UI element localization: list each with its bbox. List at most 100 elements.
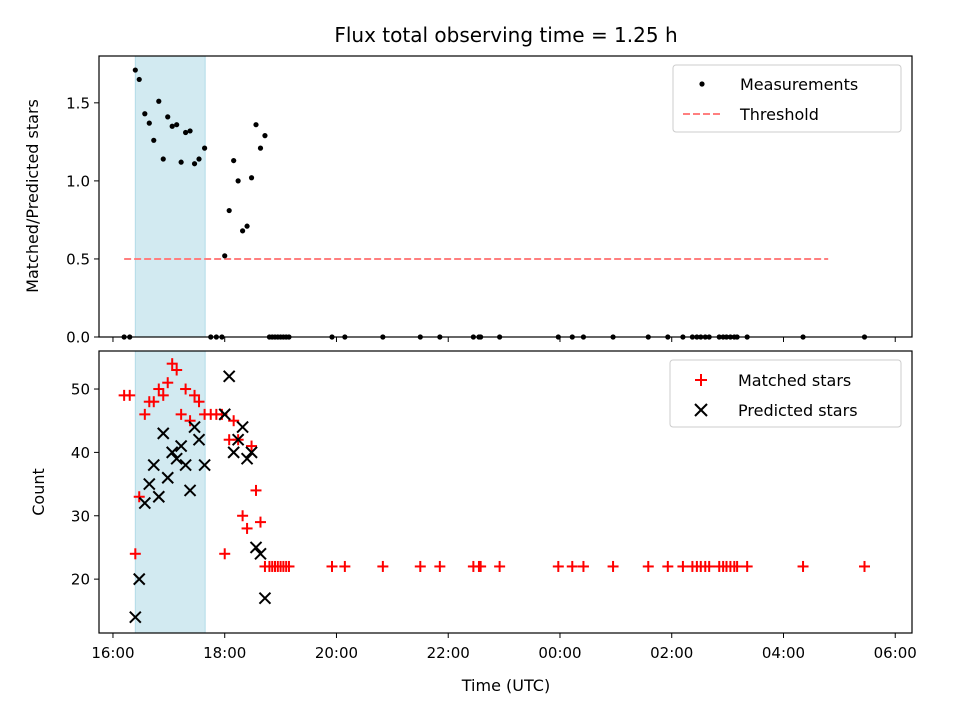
predicted-point bbox=[170, 452, 183, 465]
predicted-point-b bbox=[192, 433, 206, 446]
matched-point bbox=[171, 364, 183, 376]
matched-point bbox=[157, 389, 169, 401]
measurement-point bbox=[231, 157, 237, 164]
predicted-point-b bbox=[143, 477, 156, 491]
matched-point bbox=[124, 389, 136, 401]
matched-point bbox=[677, 560, 689, 572]
matched-point bbox=[859, 560, 871, 572]
predicted-point-b bbox=[231, 433, 245, 446]
bottom-legend-box bbox=[669, 359, 902, 428]
predicted-point bbox=[240, 452, 254, 465]
measurement-point bbox=[132, 67, 138, 73]
top-ytick-label: 1.5 bbox=[66, 94, 90, 112]
measurement-point bbox=[235, 178, 241, 184]
matched-point bbox=[180, 383, 192, 395]
predicted-point bbox=[218, 408, 231, 421]
predicted-point-b bbox=[161, 471, 174, 484]
matched-point bbox=[254, 516, 266, 528]
matched-point bbox=[414, 560, 426, 572]
predicted-point bbox=[179, 458, 192, 472]
bottom-panel: 20 30 40 50 16:00 18:00 20:00 22:00 00:00 02:00 04… bbox=[71, 350, 917, 662]
measurement-point bbox=[156, 98, 162, 104]
matched-point bbox=[377, 560, 389, 572]
predicted-point-b bbox=[258, 591, 272, 605]
legend-predicted-marker bbox=[694, 403, 708, 417]
predicted-point-b bbox=[179, 458, 192, 472]
predicted-point bbox=[147, 458, 160, 472]
measurement-point bbox=[248, 175, 255, 181]
bottom-legend: Matched stars Predicted stars bbox=[669, 359, 902, 428]
matched-point bbox=[703, 560, 715, 572]
predicted-point-b bbox=[188, 420, 201, 434]
legend-measurements-marker bbox=[699, 81, 705, 87]
predicted-point bbox=[183, 484, 197, 497]
matched-point bbox=[797, 560, 809, 572]
top-ytick-label: 0.0 bbox=[66, 329, 90, 347]
predicted-point bbox=[227, 446, 240, 459]
measurement-point bbox=[222, 253, 228, 259]
predicted-point bbox=[174, 439, 188, 453]
xtick-label: 04:00 bbox=[762, 644, 805, 662]
top-ytick-label: 0.5 bbox=[66, 250, 90, 268]
measurement-point bbox=[174, 122, 180, 128]
legend-threshold-label: Threshold bbox=[739, 105, 819, 124]
bottom-ylabel: Count bbox=[29, 468, 48, 516]
matched-point bbox=[642, 560, 654, 572]
predicted-point-b bbox=[222, 370, 236, 383]
predicted-point-b bbox=[165, 446, 179, 459]
legend-matched-marker bbox=[695, 374, 707, 386]
predicted-point-b bbox=[138, 496, 152, 510]
measurement-point bbox=[257, 145, 264, 151]
measurement-point bbox=[142, 111, 148, 117]
matched-point bbox=[162, 377, 174, 389]
predicted-point-b bbox=[133, 572, 146, 586]
predicted-point-b bbox=[249, 541, 263, 554]
predicted-point-b bbox=[183, 484, 197, 497]
xtick-label: 20:00 bbox=[315, 644, 358, 662]
predicted-point bbox=[236, 420, 249, 434]
measurement-point bbox=[191, 161, 198, 167]
matched-point bbox=[566, 560, 578, 572]
xtick-label: 16:00 bbox=[91, 644, 134, 662]
top-shaded-interval bbox=[134, 55, 206, 338]
bottom-ytick-label: 30 bbox=[71, 507, 90, 525]
legend-matched-label: Matched stars bbox=[738, 371, 851, 390]
predicted-point bbox=[188, 420, 201, 434]
measurement-point bbox=[136, 76, 142, 83]
matched-point bbox=[607, 560, 619, 572]
matched-point bbox=[139, 408, 151, 420]
predicted-point-b bbox=[254, 547, 267, 560]
legend-predicted-label: Predicted stars bbox=[738, 401, 858, 420]
measurement-point bbox=[187, 128, 193, 134]
legend-measurements-label: Measurements bbox=[740, 75, 858, 94]
xtick-label: 22:00 bbox=[427, 644, 470, 662]
matched-point bbox=[193, 396, 205, 408]
xtick-label: 06:00 bbox=[874, 644, 917, 662]
measurement-point bbox=[244, 223, 250, 229]
predicted-point bbox=[245, 446, 258, 459]
measurement-point bbox=[226, 207, 232, 214]
measurement-point bbox=[202, 145, 208, 151]
top-axes-frame bbox=[98, 55, 913, 338]
predicted-point-b bbox=[170, 452, 183, 465]
xtick-label: 00:00 bbox=[538, 644, 581, 662]
matched-point bbox=[129, 548, 141, 560]
predicted-point bbox=[152, 490, 165, 503]
predicted-point bbox=[165, 446, 179, 459]
matched-point bbox=[166, 358, 178, 370]
chart-title: Flux total observing time = 1.25 h bbox=[334, 23, 677, 47]
bottom-ytick-label: 20 bbox=[71, 571, 90, 589]
predicted-point-b bbox=[152, 490, 165, 503]
predicted-point bbox=[138, 496, 152, 510]
top-ytick-label: 1.0 bbox=[66, 172, 90, 190]
predicted-point-b bbox=[245, 446, 258, 459]
predicted-point-b bbox=[198, 458, 211, 472]
predicted-point bbox=[192, 433, 206, 446]
bottom-ytick-label: 40 bbox=[71, 444, 90, 462]
measurement-point bbox=[183, 129, 189, 136]
matched-point bbox=[228, 415, 240, 427]
predicted-point-b bbox=[157, 427, 170, 440]
top-ylabel: Matched/Predicted stars bbox=[23, 99, 42, 293]
measurement-point bbox=[262, 133, 268, 139]
